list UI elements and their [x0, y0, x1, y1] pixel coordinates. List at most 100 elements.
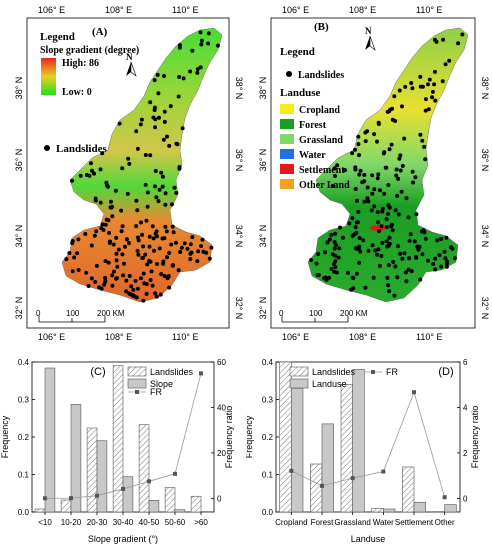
landslide-point [390, 222, 394, 227]
landslide-point [452, 256, 457, 261]
y-axis-label: Frequency [246, 415, 254, 458]
landslide-point [423, 97, 428, 102]
landslide-point [145, 190, 150, 195]
landslide-point [144, 282, 149, 287]
y-axis-label: Frequency [0, 415, 10, 458]
x-tick-label: Other [435, 518, 455, 527]
landslide-point [350, 275, 355, 280]
landslide-point [171, 230, 176, 235]
y-tick-label: 0.2 [18, 433, 30, 442]
landslide-point [437, 253, 442, 258]
landslide-point [93, 198, 98, 203]
landslide-point [414, 254, 418, 259]
landslide-point [357, 172, 362, 177]
landslide-point [384, 225, 389, 229]
landslide-point [169, 202, 174, 207]
lat-tick-right: 36° N [234, 149, 244, 172]
landslide-point [115, 264, 120, 269]
lat-tick-left: 36° N [14, 149, 24, 172]
landslide-point [110, 283, 115, 288]
landslide-point [418, 74, 423, 79]
landslide-point [195, 70, 200, 75]
landslide-point [347, 221, 352, 226]
landslide-point [125, 191, 130, 196]
landslide-point [385, 244, 390, 249]
landslide-point [160, 174, 165, 179]
landslide-point [325, 240, 330, 245]
landslide-point [101, 228, 106, 232]
landslide-point [395, 275, 400, 280]
scale-bar: 0 100 200 KM [36, 309, 125, 323]
landslide-point [460, 32, 465, 37]
landslide-point [411, 180, 416, 185]
landslide-point [90, 168, 94, 173]
low-label: Low: 0 [62, 87, 92, 98]
landslide-point [433, 37, 437, 42]
landslide-point [181, 76, 186, 81]
landslide-point [386, 183, 391, 188]
landslide-point [314, 261, 319, 266]
landslide-point [120, 166, 125, 171]
landslide-point [384, 217, 389, 222]
landslide-point [157, 246, 162, 251]
landslide-point [384, 239, 389, 244]
fr-point [199, 371, 203, 376]
landslide-point [357, 153, 361, 158]
landslide-point [167, 285, 172, 290]
legend-label: FR [150, 387, 162, 397]
landslide-point [456, 41, 461, 46]
bar-landslides [340, 384, 353, 513]
landslide-point [370, 243, 375, 248]
landslide-point [158, 292, 163, 297]
landslide-point [156, 91, 161, 96]
landslide-point [145, 262, 150, 267]
landslide-point [151, 115, 156, 120]
landslide-point [107, 230, 112, 235]
x-tick-label: 30-40 [113, 518, 134, 527]
legend-swatch-landslides [289, 366, 309, 377]
landslide-point [418, 132, 423, 137]
landslide-point [341, 235, 345, 240]
landslide-point [309, 258, 314, 263]
landslide-point [387, 205, 392, 210]
landslide-point [366, 199, 371, 204]
lat-tick-left: 36° N [258, 149, 268, 172]
landuse-class-label: Other Land [299, 180, 350, 191]
landslide-point [156, 199, 161, 204]
landslide-point [98, 200, 103, 205]
y-tick-label: 0.1 [18, 471, 30, 480]
landslide-point [362, 179, 367, 184]
landslide-point [375, 139, 379, 144]
landslide-point [447, 58, 452, 63]
landslide-point [207, 256, 212, 261]
top-lon-tick: 108° E [105, 5, 132, 15]
bar-landslides [279, 361, 292, 513]
landslide-point [127, 241, 131, 246]
landslide-point [354, 271, 359, 276]
landslide-point [161, 137, 166, 142]
landslide-point [190, 235, 195, 240]
top-lon-tick: 110° E [416, 5, 442, 15]
landslide-point [157, 115, 161, 120]
landslide-point [430, 95, 435, 100]
landslide-point [106, 218, 111, 223]
landslide-point [98, 167, 103, 172]
bottom-lon-tick: 110° E [416, 332, 442, 340]
landslide-point [338, 225, 343, 230]
lat-tick-left: 34° N [258, 225, 268, 248]
chart-slope-frequency: 0.0 0.1 0.2 0.3 0.4 0 20 40 60 <10 10-20 20-30 30-40… [0, 358, 234, 544]
landslide-point [407, 256, 411, 261]
bar-landuse [383, 508, 396, 513]
landslide-point [94, 229, 99, 234]
landslide-point [426, 258, 430, 263]
landslide-point [420, 138, 425, 143]
landslide-point [373, 248, 378, 253]
x-tick-label: 50-60 [165, 518, 186, 527]
landslide-point [333, 231, 338, 236]
landslide-point [116, 247, 121, 252]
bar-landslides [86, 427, 98, 513]
landslide-point [148, 100, 153, 105]
landslide-point [174, 141, 179, 146]
landslide-point [332, 246, 337, 251]
landslide-point [402, 136, 407, 141]
